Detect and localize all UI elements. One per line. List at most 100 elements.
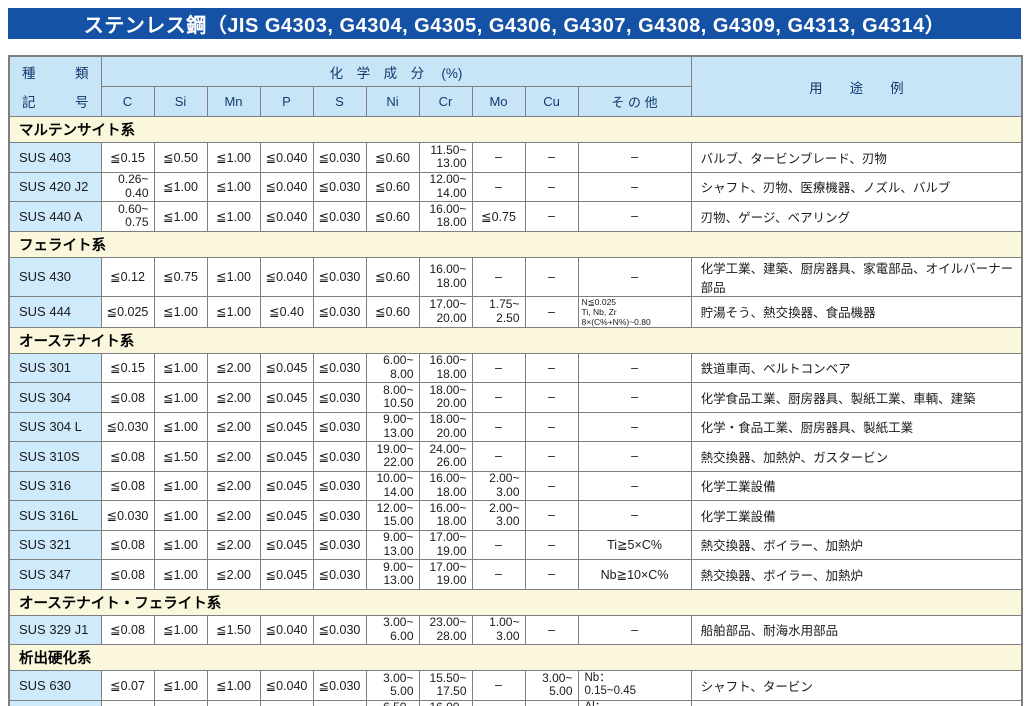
value-cr: 17.00~ 20.00 bbox=[418, 295, 473, 328]
value-p: ≦0.045 bbox=[259, 500, 314, 531]
steel-table-body: マルテンサイト系 SUS 403 ≦0.15 ≦0.50 ≦1.00 ≦0.040 ≦0.0… bbox=[8, 116, 1023, 706]
value-s: ≦0.030 bbox=[312, 256, 367, 297]
value-mo: – bbox=[471, 670, 526, 701]
value-cu: 3.00~ 5.00 bbox=[524, 670, 579, 701]
value-ni: 9.00~ 13.00 bbox=[365, 411, 420, 443]
value-mn: ≦1.00 bbox=[206, 142, 261, 173]
column-header-applications: 用 途 例 bbox=[690, 55, 1023, 117]
value-mo: – bbox=[471, 171, 526, 202]
table-row: SUS 440 A 0.60~ 0.75 ≦1.00 ≦1.00 ≦0.040 ≦0.03… bbox=[8, 201, 1023, 232]
value-ni: ≦0.60 bbox=[365, 295, 420, 328]
value-c: 0.26~ 0.40 bbox=[100, 171, 155, 202]
section-row: オーステナイト・フェライト系 bbox=[8, 588, 1023, 616]
table-header: 種 類 記 号 化 学 成 分 (%) 用 途 例 C Si Mn P S Ni Cr Mo C… bbox=[8, 55, 1023, 117]
applications: 化学・食品工業、厨房器具、製紙工業 bbox=[690, 411, 1023, 443]
value-si: ≦1.00 bbox=[153, 171, 208, 202]
value-mo: – bbox=[471, 699, 526, 706]
value-si: ≦1.00 bbox=[153, 559, 208, 590]
value-c: ≦0.030 bbox=[100, 411, 155, 443]
value-c: ≦0.08 bbox=[100, 470, 155, 502]
value-s: ≦0.030 bbox=[312, 670, 367, 701]
value-c: 0.60~ 0.75 bbox=[100, 201, 155, 232]
table-row: SUS 630 ≦0.07 ≦1.00 ≦1.00 ≦0.040 ≦0.030 3.00~ … bbox=[8, 670, 1023, 701]
value-s: ≦0.030 bbox=[312, 470, 367, 502]
value-si: ≦1.00 bbox=[153, 382, 208, 413]
value-ni: ≦0.60 bbox=[365, 171, 420, 202]
table-row: SUS 329 J1 ≦0.08 ≦1.00 ≦1.50 ≦0.040 ≦0.030 3.0… bbox=[8, 614, 1023, 646]
value-other: Nb： 0.15~0.45 bbox=[577, 670, 692, 701]
value-other: – bbox=[577, 441, 692, 472]
table-row: SUS 430 ≦0.12 ≦0.75 ≦1.00 ≦0.040 ≦0.030 ≦0.60 1… bbox=[8, 256, 1023, 297]
value-mo: – bbox=[471, 529, 526, 561]
grade-header-line-1: 種 類 bbox=[22, 62, 89, 82]
value-mn: ≦2.00 bbox=[206, 559, 261, 590]
value-si: ≦1.50 bbox=[153, 441, 208, 472]
value-c: ≦0.07 bbox=[100, 670, 155, 701]
grade-header-code-right: 号 bbox=[75, 95, 89, 110]
value-si: ≦0.75 bbox=[153, 256, 208, 297]
value-mo: – bbox=[471, 142, 526, 173]
grade-header-kind-left: 種 bbox=[22, 66, 36, 81]
value-si: ≦1.00 bbox=[153, 529, 208, 561]
section-title: オーステナイト系 bbox=[8, 326, 1023, 354]
value-c: ≦0.025 bbox=[100, 295, 155, 328]
value-cr: 18.00~ 20.00 bbox=[418, 411, 473, 443]
section-row: オーステナイト系 bbox=[8, 326, 1023, 354]
value-cr: 11.50~ 13.00 bbox=[418, 142, 473, 173]
applications: 化学工業設備 bbox=[690, 470, 1023, 502]
value-si: ≦1.00 bbox=[153, 295, 208, 328]
value-ni: 8.00~ 10.50 bbox=[365, 382, 420, 413]
grade-code: SUS 403 bbox=[8, 142, 102, 173]
value-other: Nb≧10×C% bbox=[577, 559, 692, 590]
value-cu: – bbox=[524, 352, 579, 384]
value-p: ≦0.045 bbox=[259, 529, 314, 561]
value-p: ≦0.045 bbox=[259, 470, 314, 502]
value-ni: ≦0.60 bbox=[365, 142, 420, 173]
value-p: ≦0.045 bbox=[259, 352, 314, 384]
column-header-element: P bbox=[259, 86, 314, 117]
column-header-element: Si bbox=[153, 86, 208, 117]
header-row-elements: C Si Mn P S Ni Cr Mo Cu そ の 他 bbox=[9, 86, 1022, 117]
value-cu: – bbox=[524, 470, 579, 502]
value-other: – bbox=[577, 256, 692, 297]
value-c: ≦0.12 bbox=[100, 256, 155, 297]
grade-code: SUS 347 bbox=[8, 559, 102, 590]
value-other: – bbox=[577, 470, 692, 502]
column-header-element: Cr bbox=[418, 86, 473, 117]
value-mn: ≦1.00 bbox=[206, 171, 261, 202]
section-row: フェライト系 bbox=[8, 230, 1023, 258]
value-s: ≦0.030 bbox=[312, 529, 367, 561]
value-s: ≦0.030 bbox=[312, 500, 367, 531]
section-row: マルテンサイト系 bbox=[8, 116, 1023, 143]
column-header-element: Mo bbox=[471, 86, 526, 117]
value-cr: 24.00~ 26.00 bbox=[418, 441, 473, 472]
value-c: ≦0.030 bbox=[100, 500, 155, 531]
value-mn: ≦2.00 bbox=[206, 470, 261, 502]
value-ni: 19.00~ 22.00 bbox=[365, 441, 420, 472]
value-si: ≦1.00 bbox=[153, 614, 208, 646]
value-mn: ≦1.00 bbox=[206, 201, 261, 232]
value-s: ≦0.030 bbox=[312, 382, 367, 413]
value-cr: 17.00~ 19.00 bbox=[418, 529, 473, 561]
value-mn: ≦2.00 bbox=[206, 441, 261, 472]
table-row: SUS 304 ≦0.08 ≦1.00 ≦2.00 ≦0.045 ≦0.030 8.00~ … bbox=[8, 382, 1023, 413]
value-cu: – bbox=[524, 614, 579, 646]
value-ni: 9.00~ 13.00 bbox=[365, 559, 420, 590]
table-row: SUS 347 ≦0.08 ≦1.00 ≦2.00 ≦0.045 ≦0.030 9.00~ … bbox=[8, 559, 1023, 590]
value-mn: ≦1.50 bbox=[206, 614, 261, 646]
grade-header-line-2: 記 号 bbox=[22, 91, 89, 111]
section-row: 析出硬化系 bbox=[8, 644, 1023, 672]
value-ni: 3.00~ 5.00 bbox=[365, 670, 420, 701]
value-c: ≦0.08 bbox=[100, 559, 155, 590]
value-p: ≦0.040 bbox=[259, 171, 314, 202]
value-other: – bbox=[577, 500, 692, 531]
grade-header-code-left: 記 bbox=[22, 95, 36, 110]
value-mo: – bbox=[471, 411, 526, 443]
value-p: ≦0.045 bbox=[259, 411, 314, 443]
value-s: ≦0.030 bbox=[312, 171, 367, 202]
value-si: ≦1.00 bbox=[153, 352, 208, 384]
column-header-element: そ の 他 bbox=[577, 86, 692, 117]
grade-code: SUS 630 bbox=[8, 670, 102, 701]
page-title: ステンレス鋼（JIS G4303, G4304, G4305, G4306, G… bbox=[8, 8, 1021, 39]
value-other: – bbox=[577, 382, 692, 413]
